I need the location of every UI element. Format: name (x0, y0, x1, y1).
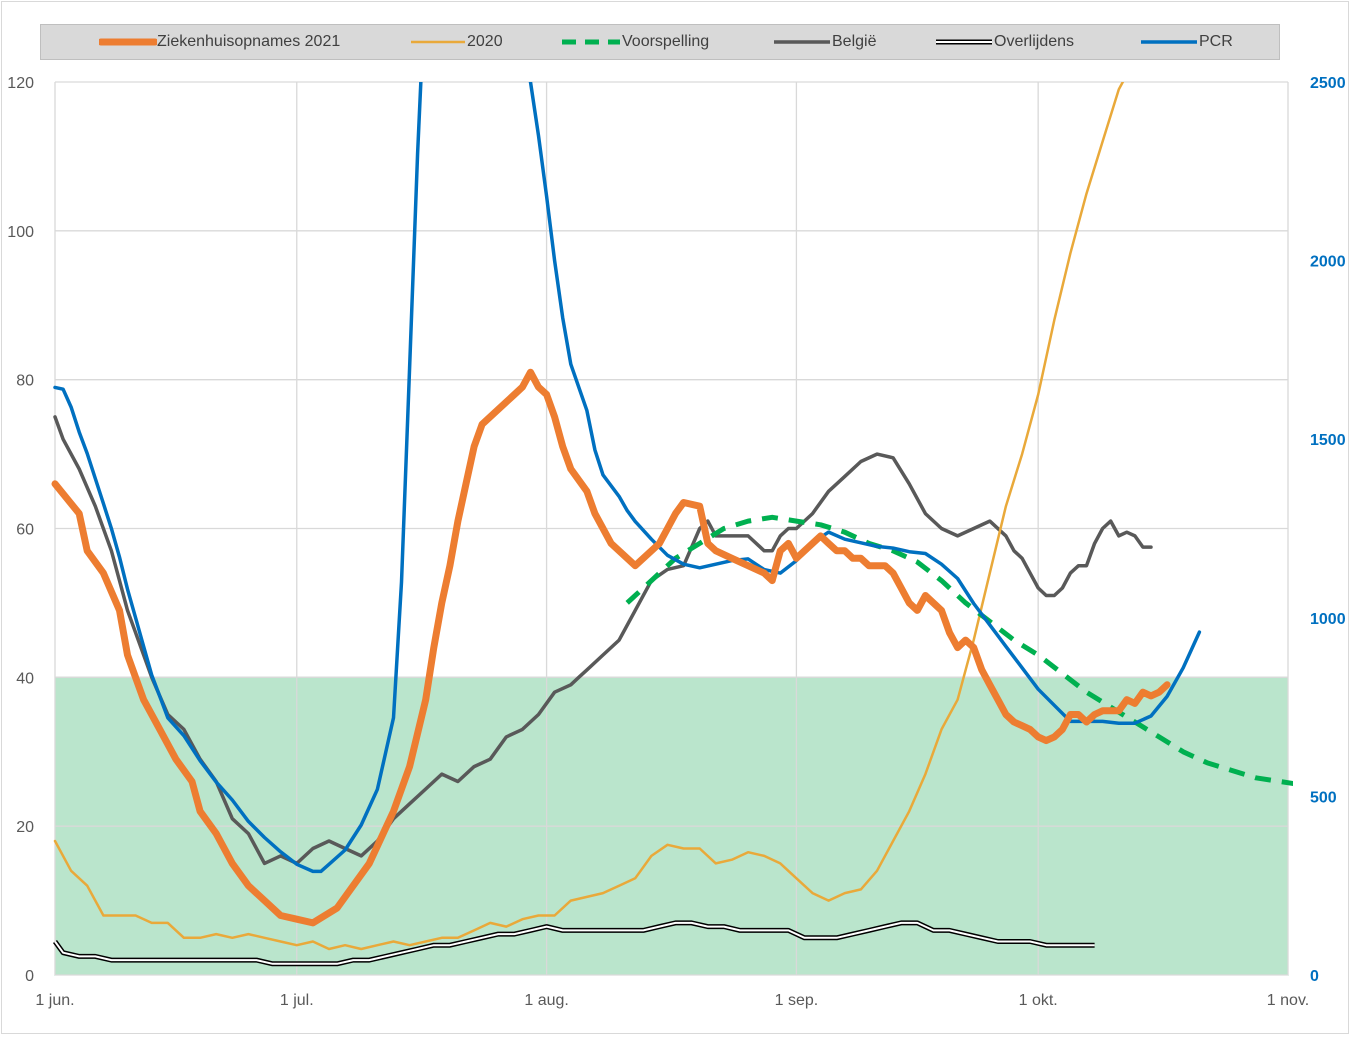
legend-item-belgie: België (772, 25, 876, 58)
legend-item-ziekenhuisopnames: Ziekenhuisopnames 2021 (99, 25, 340, 58)
legend-label-2020: 2020 (467, 32, 503, 50)
legend-swatch-gray (774, 39, 830, 44)
legend-label-pcr: PCR (1199, 32, 1233, 50)
x-tick-label: 1 aug. (524, 992, 568, 1009)
legend-swatch-yellow (411, 40, 465, 43)
series-overlijdens-line-inner (54, 921, 1095, 965)
x-tick-label: 1 jul. (280, 992, 314, 1009)
series-pcr-group (53, 82, 1202, 874)
legend-item-pcr: PCR (1139, 25, 1233, 58)
legend-label-voorspelling: Voorspelling (622, 32, 710, 50)
y-right-tick-label: 2500 (1310, 75, 1346, 92)
x-tick-label: 1 okt. (1019, 992, 1058, 1009)
y-left-tick-label: 60 (16, 522, 34, 539)
y-left-tick-label: 0 (25, 968, 34, 985)
series-pcr-line (53, 82, 1202, 874)
legend-swatch-orange (99, 38, 157, 45)
legend-item-2020: 2020 (409, 25, 503, 58)
y-left-tick-label: 80 (16, 373, 34, 390)
legend-label-ziekenhuisopnames: Ziekenhuisopnames 2021 (157, 32, 341, 50)
series-voorspelling-line (625, 514, 1293, 787)
series-2020-line (53, 82, 1125, 951)
legend-swatch-double-black (936, 39, 992, 44)
series-belgi-line (53, 415, 1153, 866)
y-left-tick-label: 100 (7, 224, 34, 241)
x-tick-label: 1 nov. (1267, 992, 1309, 1009)
y-right-tick-label: 1000 (1310, 611, 1346, 628)
series-2020-group (53, 82, 1125, 951)
legend-swatch-green-dashed (562, 39, 620, 44)
x-tick-label: 1 sep. (775, 992, 819, 1009)
legend-label-overlijdens: Overlijdens (994, 32, 1075, 50)
gridlines (54, 81, 1289, 976)
x-tick-label: 1 jun. (35, 992, 74, 1009)
series-belgi-group (53, 415, 1153, 866)
legend-item-overlijdens: Overlijdens (934, 25, 1074, 58)
y-right-tick-label: 0 (1310, 968, 1319, 985)
legend-label-belgie: België (832, 32, 877, 50)
legend: Ziekenhuisopnames 2021 2020 Voorspelling… (40, 24, 1280, 60)
y-left-tick-label: 20 (16, 819, 34, 836)
series-ziekenhuisopnames-2021-line (51, 368, 1171, 927)
y-right-tick-label: 2000 (1310, 254, 1346, 271)
tick-labels: 0 20 40 60 80 100 120 0 500 1000 1500 2000 2500 1 jun… (7, 75, 1345, 1009)
legend-item-voorspelling: Voorspelling (560, 25, 709, 58)
y-right-tick-label: 500 (1310, 789, 1337, 806)
y-left-tick-label: 40 (16, 670, 34, 687)
y-left-tick-label: 120 (7, 75, 34, 92)
series-layer (51, 82, 1293, 967)
y-right-tick-label: 1500 (1310, 432, 1346, 449)
series-overlijdens-group (52, 920, 1095, 967)
legend-swatch-blue (1141, 39, 1197, 44)
series-ziekenhuisopnames-2021-group (51, 368, 1171, 927)
series-voorspelling-group (625, 514, 1293, 787)
